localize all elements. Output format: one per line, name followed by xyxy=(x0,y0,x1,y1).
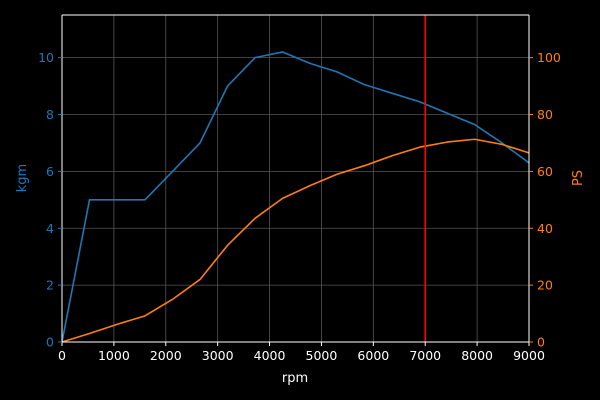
x-tick-label: 5000 xyxy=(306,348,338,363)
y-right-tick-label: 0 xyxy=(537,335,545,350)
y-left-tick-label: 2 xyxy=(46,278,54,293)
x-tick-label: 1000 xyxy=(98,348,130,363)
ticks-layer: 0 1000 2000 3000 4000 5000 6000 7000 8000 9000024… xyxy=(38,50,561,363)
y-left-tick-label: 8 xyxy=(46,107,54,122)
y-right-tick-label: 40 xyxy=(537,221,553,236)
x-tick-label: 3000 xyxy=(202,348,234,363)
x-tick-label: 2000 xyxy=(150,348,182,363)
x-tick-label: 9000 xyxy=(513,348,545,363)
x-tick-label: 0 xyxy=(58,348,66,363)
y-left-tick-label: 10 xyxy=(38,50,54,65)
y-left-tick-label: 6 xyxy=(46,164,54,179)
series-line-left xyxy=(61,51,530,343)
series-layer xyxy=(61,51,530,343)
plot-frame xyxy=(61,14,530,343)
series-line-right xyxy=(61,138,530,343)
y-right-tick-label: 100 xyxy=(537,50,561,65)
x-tick-label: 4000 xyxy=(254,348,286,363)
y-right-tick-label: 80 xyxy=(537,107,553,122)
y-left-tick-label: 4 xyxy=(46,221,54,236)
y-axis-left-label: kgm xyxy=(15,164,30,192)
y-right-tick-label: 20 xyxy=(537,278,553,293)
x-axis-label: rpm xyxy=(282,371,308,386)
y-right-tick-label: 60 xyxy=(537,164,553,179)
x-tick-label: 7000 xyxy=(409,348,441,363)
x-tick-label: 6000 xyxy=(357,348,389,363)
x-tick-label: 8000 xyxy=(461,348,493,363)
y-axis-right-label: PS xyxy=(571,170,586,186)
y-left-tick-label: 0 xyxy=(46,335,54,350)
